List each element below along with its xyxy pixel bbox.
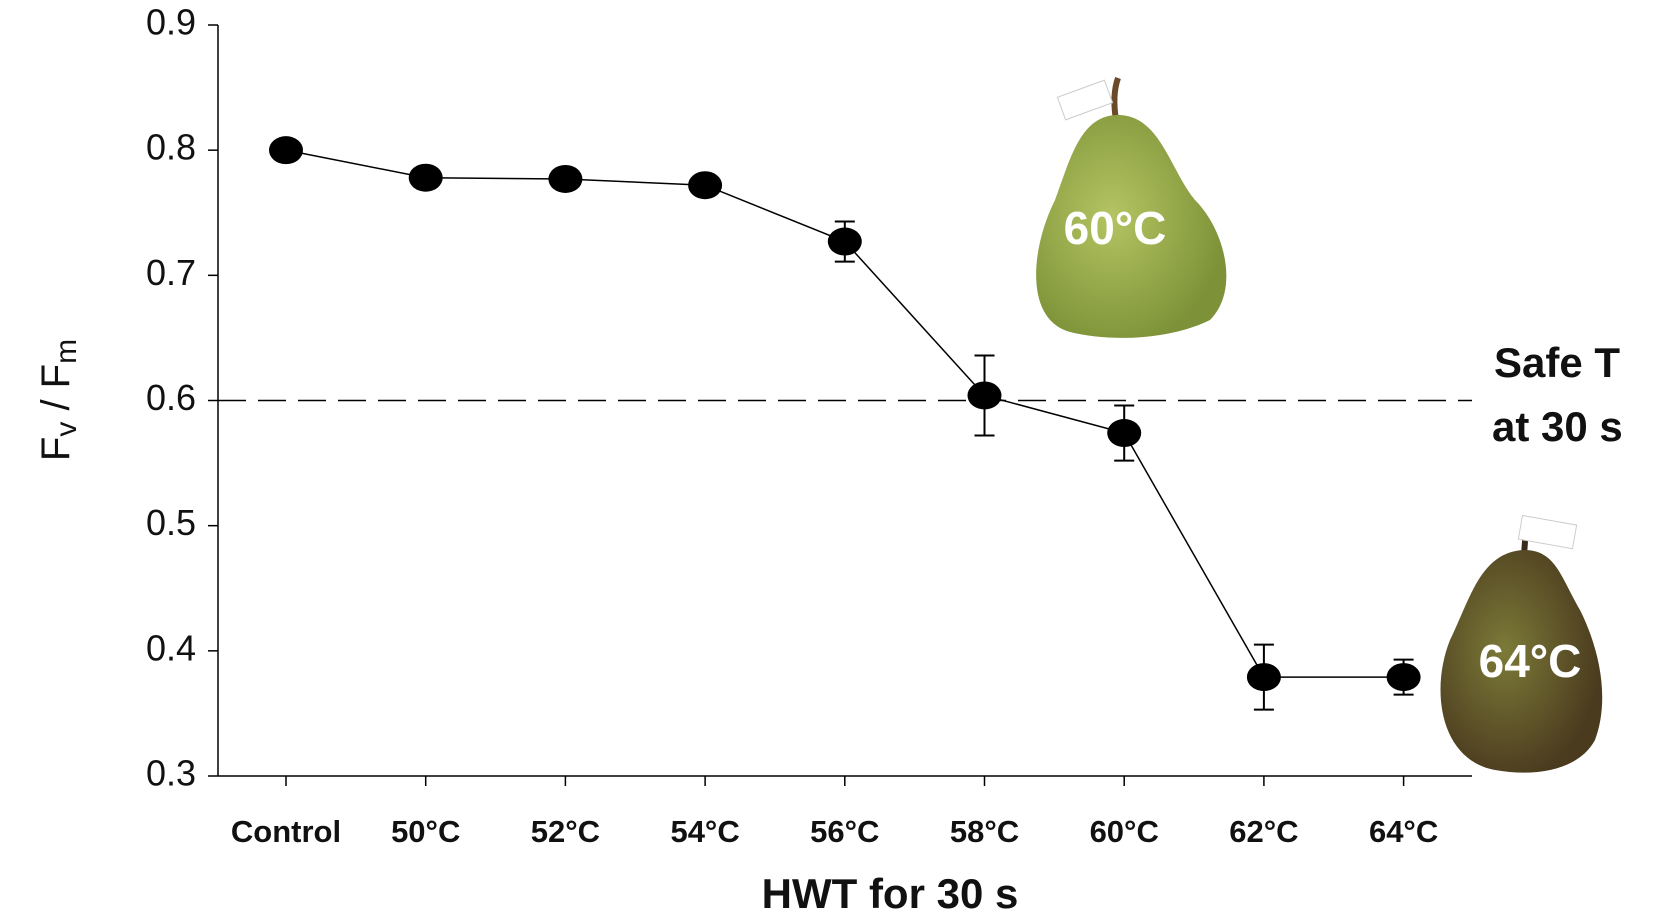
data-point xyxy=(967,381,1002,410)
data-point xyxy=(1386,663,1421,692)
annotation: at 30 s xyxy=(1492,403,1623,450)
y-tick-label: 0.6 xyxy=(146,377,196,418)
data-point xyxy=(688,171,723,200)
x-tick-label: 60°C xyxy=(1090,814,1159,849)
y-tick-label: 0.3 xyxy=(146,753,196,794)
y-tick-label: 0.9 xyxy=(146,2,196,43)
y-title-part: m xyxy=(50,339,83,364)
x-tick-label: 50°C xyxy=(391,814,460,849)
x-tick-label: 54°C xyxy=(670,814,739,849)
y-tick-label: 0.4 xyxy=(146,627,196,668)
x-tick-label: 62°C xyxy=(1229,814,1298,849)
pear-label: 60°C xyxy=(1064,202,1167,254)
x-tick-label: Control xyxy=(231,814,341,849)
pear-label: 64°C xyxy=(1479,635,1582,687)
x-axis-title: HWT for 30 s xyxy=(762,870,1019,917)
y-title-part: F xyxy=(34,437,78,461)
x-tick-label: 56°C xyxy=(810,814,879,849)
pear-60 xyxy=(1036,77,1227,338)
x-tick-label: 52°C xyxy=(531,814,600,849)
y-tick-label: 0.7 xyxy=(146,252,196,293)
annotation: Safe T xyxy=(1494,339,1620,386)
y-axis-title: Fv / Fm xyxy=(34,339,83,461)
data-point xyxy=(269,136,303,165)
y-tick-label: 0.8 xyxy=(146,127,196,168)
x-tick-label: 64°C xyxy=(1369,814,1438,849)
pear-64 xyxy=(1440,514,1603,773)
data-point xyxy=(827,227,862,256)
data-point xyxy=(1246,663,1281,692)
data-point xyxy=(548,164,583,193)
data-point xyxy=(408,163,443,192)
data-point xyxy=(1107,419,1142,448)
y-tick-label: 0.5 xyxy=(146,502,196,543)
x-tick-label: 58°C xyxy=(950,814,1019,849)
y-title-part: / F xyxy=(34,364,78,422)
y-title-part: v xyxy=(50,422,83,437)
